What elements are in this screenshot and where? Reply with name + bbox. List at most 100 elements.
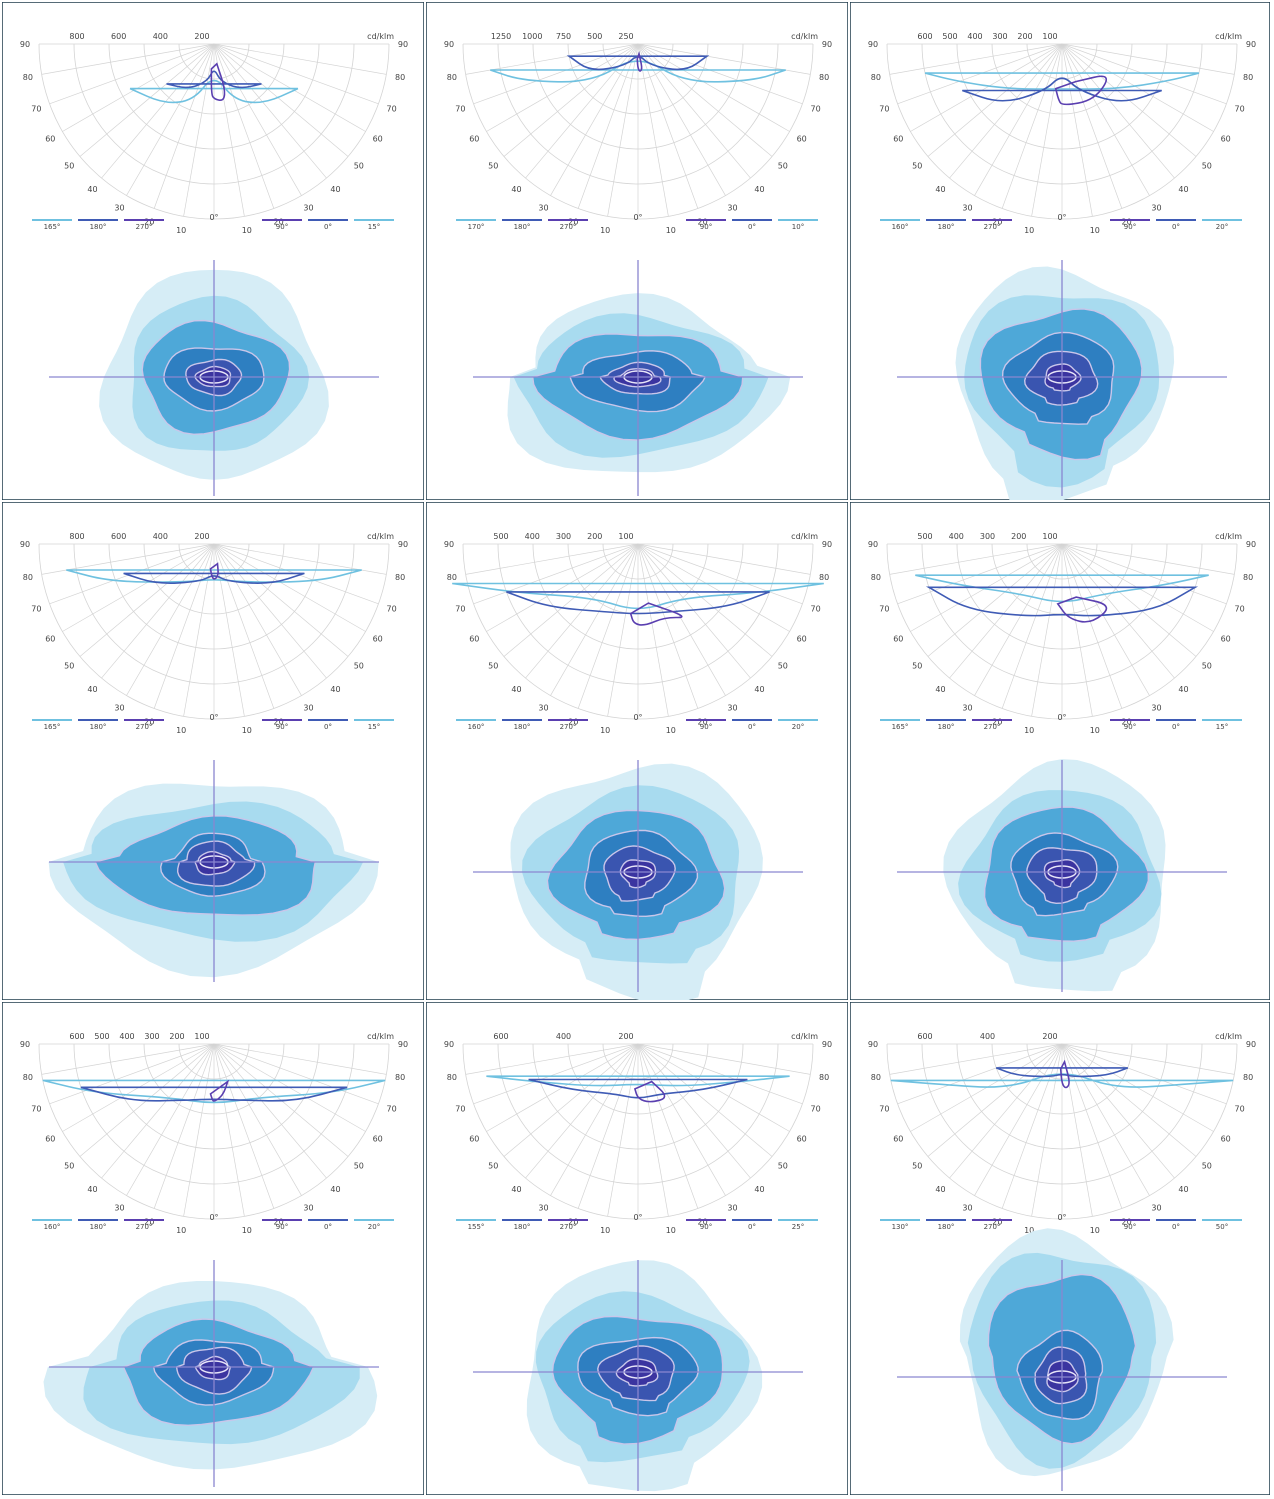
angle-label-left: 90 xyxy=(444,40,454,49)
polar-spoke xyxy=(1061,43,1123,209)
radial-tick-label: 400 xyxy=(556,1032,571,1041)
polar-spoke xyxy=(637,1043,669,1217)
polar-spoke xyxy=(949,543,1063,679)
legend-label: 180° xyxy=(938,1223,955,1231)
radial-tick-label: 500 xyxy=(917,532,932,541)
polar-spoke xyxy=(637,43,669,217)
radial-tick-label: 400 xyxy=(153,32,168,41)
angle-label-left: 90 xyxy=(444,1040,454,1049)
intensity-curve-c0-c180 xyxy=(129,79,299,104)
polar-spoke xyxy=(473,43,639,105)
panel-4-svg: 800 600 400 200 cd/klm 90 80 70 60 50 40 30 20 10 90 80… xyxy=(2,502,424,1000)
intensity-curve-c90-c270 xyxy=(123,572,305,584)
polar-spoke xyxy=(607,43,639,217)
polar-curve-diagram: 600 400 200 cd/klm 90 80 70 60 50 40 30 20 10 90 80 70 6… xyxy=(868,1032,1256,1235)
radial-tick-label: 200 xyxy=(194,32,209,41)
angle-label-left: 80 xyxy=(447,1073,457,1082)
polar-spoke xyxy=(183,43,215,217)
radial-tick-label: 500 xyxy=(493,532,508,541)
intensity-curve-c0-c180 xyxy=(490,60,786,83)
polar-spoke xyxy=(213,1043,245,1217)
angle-label-left: 70 xyxy=(455,1105,465,1114)
intensity-curve-c90-c270 xyxy=(925,586,1199,617)
angle-label-right: 30 xyxy=(1151,704,1161,713)
angle-label-left: 30 xyxy=(962,1204,972,1213)
angle-label-right: 40 xyxy=(1178,185,1188,194)
unit-label: cd/klm xyxy=(791,32,818,41)
polar-spoke xyxy=(213,43,327,179)
radial-tick-label: 200 xyxy=(1017,32,1032,41)
angle-label-left: 80 xyxy=(23,1073,33,1082)
unit-label: cd/klm xyxy=(1215,532,1242,541)
angle-label-right: 50 xyxy=(354,1161,364,1170)
radial-tick-label: 800 xyxy=(69,32,84,41)
angle-label-left: 70 xyxy=(879,105,889,114)
polar-spoke xyxy=(79,43,215,157)
intensity-curve-tilt xyxy=(210,62,226,102)
polar-spoke xyxy=(974,43,1063,196)
angle-label-left: 30 xyxy=(962,204,972,213)
intensity-curve-c0-c180 xyxy=(890,1073,1234,1088)
legend-label: 160° xyxy=(468,723,485,731)
angle-label-left: 40 xyxy=(87,185,97,194)
radial-tick-label: 400 xyxy=(153,532,168,541)
legend-label: 20° xyxy=(792,723,804,731)
isolux-diagram xyxy=(473,760,803,1000)
angle-label-left: 60 xyxy=(469,1135,479,1144)
radial-tick-label: 400 xyxy=(967,32,982,41)
polar-spoke xyxy=(1061,543,1123,709)
radial-tick-label: 800 xyxy=(69,532,84,541)
angle-label-left: 10 xyxy=(176,726,186,735)
polar-spoke xyxy=(213,43,349,157)
angle-label-right: 60 xyxy=(797,135,807,144)
legend-label: 165° xyxy=(44,223,61,231)
angle-label-right: 20 xyxy=(1122,218,1132,227)
angle-label-left: 90 xyxy=(20,1040,30,1049)
polar-spoke xyxy=(1031,543,1063,717)
angle-label-left: 30 xyxy=(538,204,548,213)
intensity-curve-tilt xyxy=(633,1080,666,1103)
angle-label-right: 80 xyxy=(1243,73,1253,82)
angle-label-right: 60 xyxy=(1221,1135,1231,1144)
angle-label-right: 50 xyxy=(778,161,788,170)
angle-label-center: 0° xyxy=(1057,713,1066,722)
angle-label-left: 60 xyxy=(45,1135,55,1144)
polar-curve-diagram: 500 400 300 200 100 cd/klm 90 80 70 60 50 40 30 20 10 9… xyxy=(444,532,832,735)
radial-tick-label: 200 xyxy=(1042,1032,1057,1041)
polar-spoke xyxy=(1061,1043,1123,1209)
legend-label: 90° xyxy=(700,223,712,231)
angle-label-right: 70 xyxy=(1235,1105,1245,1114)
angle-label-left: 70 xyxy=(31,1105,41,1114)
panel-3-svg: 600 500 400 300 200 100 cd/klm 90 80 70 60 50 40 30 20… xyxy=(850,2,1270,500)
angle-label-right: 80 xyxy=(819,73,829,82)
legend-label: 0° xyxy=(1172,723,1180,731)
angle-label-left: 70 xyxy=(455,605,465,614)
legend-label: 180° xyxy=(938,223,955,231)
angle-label-right: 30 xyxy=(303,1204,313,1213)
polar-spoke xyxy=(1061,543,1235,575)
polar-spoke xyxy=(1061,543,1197,657)
legend-label: 0° xyxy=(1172,223,1180,231)
angle-label-right: 20 xyxy=(274,718,284,727)
radial-tick-label: 600 xyxy=(493,1032,508,1041)
radial-tick-label: 200 xyxy=(169,1032,184,1041)
polar-spoke xyxy=(889,543,1063,575)
intensity-curve-c90-c270 xyxy=(528,1078,748,1099)
polar-spoke xyxy=(1061,1043,1235,1075)
angle-label-right: 60 xyxy=(1221,135,1231,144)
polar-spoke xyxy=(503,1043,639,1157)
isolux-diagram xyxy=(897,759,1227,992)
polar-spoke xyxy=(1061,43,1150,196)
angle-label-left: 60 xyxy=(893,1135,903,1144)
angle-label-right: 20 xyxy=(1122,1218,1132,1227)
angle-label-left: 10 xyxy=(1024,1226,1034,1235)
angle-label-right: 90 xyxy=(822,540,832,549)
angle-label-center: 0° xyxy=(209,713,218,722)
angle-label-center: 0° xyxy=(1057,1213,1066,1222)
angle-label-right: 40 xyxy=(754,685,764,694)
angle-label-right: 80 xyxy=(395,1073,405,1082)
polar-spoke xyxy=(213,1043,275,1209)
angle-label-left: 60 xyxy=(469,135,479,144)
angle-label-left: 80 xyxy=(23,573,33,582)
